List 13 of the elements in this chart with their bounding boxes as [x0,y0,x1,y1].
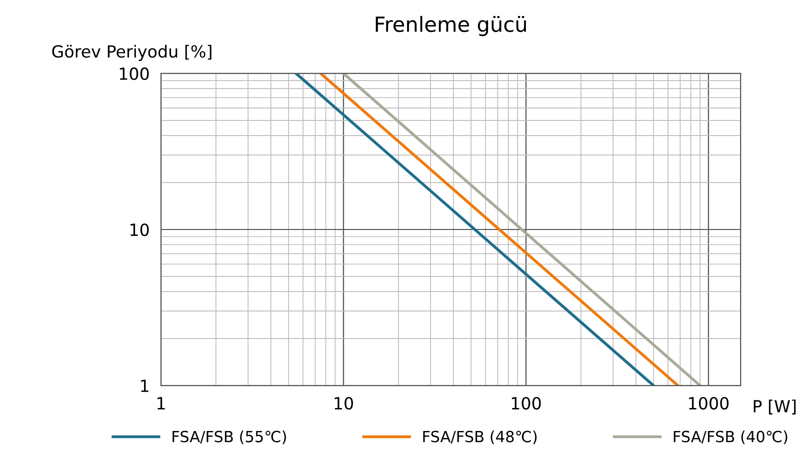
x-tick-label: 100 [512,396,541,410]
y-axis-title: Görev Periyodu [%] [52,44,212,61]
x-tick-label: 10 [334,396,353,410]
legend-label: FSA/FSB (55℃) [172,430,286,444]
legend-label: FSA/FSB (40℃) [674,430,788,444]
legend-label: FSA/FSB (48℃) [423,430,537,444]
x-tick-label: 1000 [689,396,729,410]
chart-title: Frenleme gücü [376,16,526,36]
x-tick-label: 1 [158,397,165,410]
y-tick-label: 1 [141,380,148,392]
y-tick-label: 100 [120,67,149,80]
y-tick-label: 10 [130,223,149,236]
x-axis-title: P [W] [754,400,796,414]
